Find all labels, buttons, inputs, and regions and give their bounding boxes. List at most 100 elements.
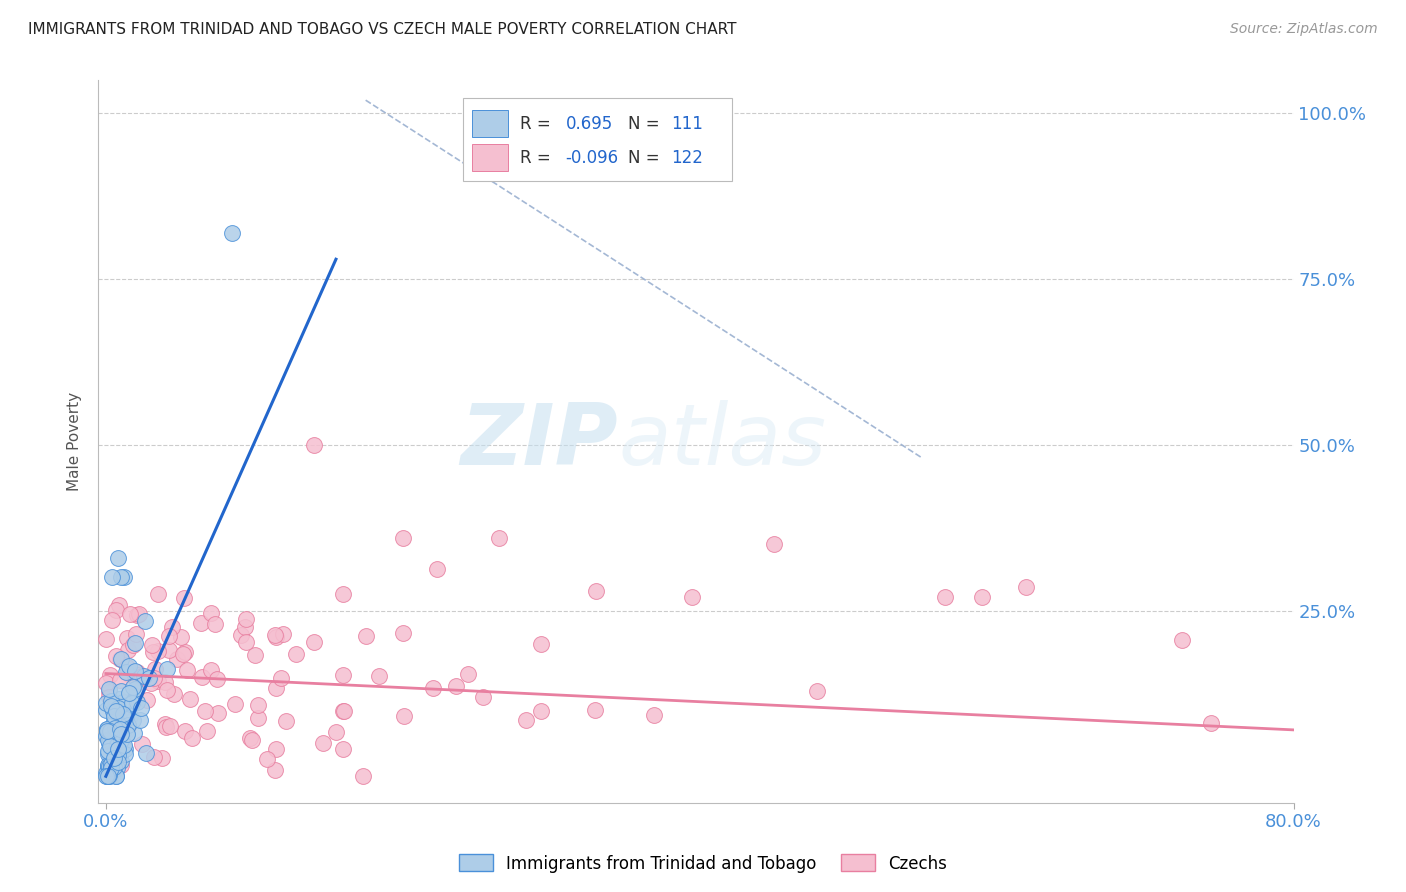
Point xyxy=(120,708,142,723)
Point xyxy=(264,681,287,695)
Point xyxy=(117,718,139,732)
Point xyxy=(96,769,118,783)
Point xyxy=(110,745,132,759)
Point xyxy=(118,667,141,681)
Point xyxy=(172,647,194,661)
Point xyxy=(643,708,665,723)
Point xyxy=(103,746,125,760)
Point xyxy=(97,758,120,772)
Point xyxy=(105,723,128,737)
Point xyxy=(100,747,122,761)
Point xyxy=(104,721,127,735)
Point xyxy=(159,719,181,733)
Point xyxy=(224,697,246,711)
Point xyxy=(103,713,125,727)
Point xyxy=(239,731,262,745)
Point xyxy=(200,663,222,677)
Point xyxy=(108,599,131,613)
Point xyxy=(173,591,195,606)
Point xyxy=(104,769,127,783)
Point xyxy=(103,709,125,723)
Point xyxy=(117,659,139,673)
Point xyxy=(100,760,122,774)
Point xyxy=(207,706,229,720)
Point xyxy=(970,591,993,605)
Point xyxy=(107,700,129,714)
Point xyxy=(121,713,143,727)
Point xyxy=(515,714,537,728)
Point xyxy=(100,698,122,713)
Point xyxy=(127,694,149,708)
Point xyxy=(107,711,129,725)
Point xyxy=(114,742,136,756)
Point xyxy=(264,763,287,777)
Point xyxy=(98,768,121,782)
Point xyxy=(108,719,131,733)
Point xyxy=(97,744,120,758)
Text: Source: ZipAtlas.com: Source: ZipAtlas.com xyxy=(1230,22,1378,37)
Point xyxy=(157,630,180,644)
Point xyxy=(136,693,159,707)
Point xyxy=(97,769,120,783)
Point xyxy=(105,648,128,663)
Point xyxy=(332,587,354,601)
Point xyxy=(103,746,125,760)
Point xyxy=(114,724,136,739)
Point xyxy=(179,692,201,706)
Point xyxy=(97,760,120,774)
Point xyxy=(131,737,153,751)
Point xyxy=(110,754,132,768)
Point xyxy=(107,550,129,565)
Point xyxy=(157,642,180,657)
Point xyxy=(156,662,179,676)
Point xyxy=(352,769,374,783)
Point xyxy=(117,718,139,732)
Point xyxy=(162,687,184,701)
Point xyxy=(104,769,127,783)
Point xyxy=(100,756,122,771)
Point xyxy=(100,694,122,708)
Point xyxy=(125,673,148,688)
Point xyxy=(247,698,270,713)
Point xyxy=(97,759,120,773)
Point xyxy=(114,694,136,708)
Point xyxy=(229,628,252,642)
Point xyxy=(107,728,129,742)
Point xyxy=(131,669,153,683)
Point xyxy=(332,741,354,756)
Point xyxy=(96,723,118,737)
Point xyxy=(139,676,162,690)
Point xyxy=(125,626,148,640)
Point xyxy=(1199,716,1222,731)
Point xyxy=(96,722,118,736)
Point xyxy=(125,676,148,690)
Point xyxy=(124,636,146,650)
Point xyxy=(97,747,120,761)
Point xyxy=(271,627,294,641)
Point xyxy=(200,606,222,620)
Point xyxy=(96,724,118,739)
Point xyxy=(762,537,785,551)
Point xyxy=(110,757,132,772)
Point xyxy=(150,751,173,765)
Point xyxy=(94,703,117,717)
Point xyxy=(110,726,132,740)
Point xyxy=(111,740,134,755)
Point xyxy=(97,766,120,780)
Point xyxy=(110,717,132,731)
Point xyxy=(332,704,354,718)
Point xyxy=(98,724,121,739)
Point xyxy=(247,711,270,725)
Point xyxy=(155,720,177,734)
Point xyxy=(276,714,298,728)
Point xyxy=(368,668,391,682)
Point xyxy=(118,686,141,700)
Point xyxy=(122,726,145,740)
Point xyxy=(472,690,495,705)
Point xyxy=(98,767,121,781)
Point xyxy=(125,607,148,622)
Point xyxy=(96,729,118,743)
Point xyxy=(103,760,125,774)
Point xyxy=(204,616,226,631)
Point xyxy=(194,704,217,718)
